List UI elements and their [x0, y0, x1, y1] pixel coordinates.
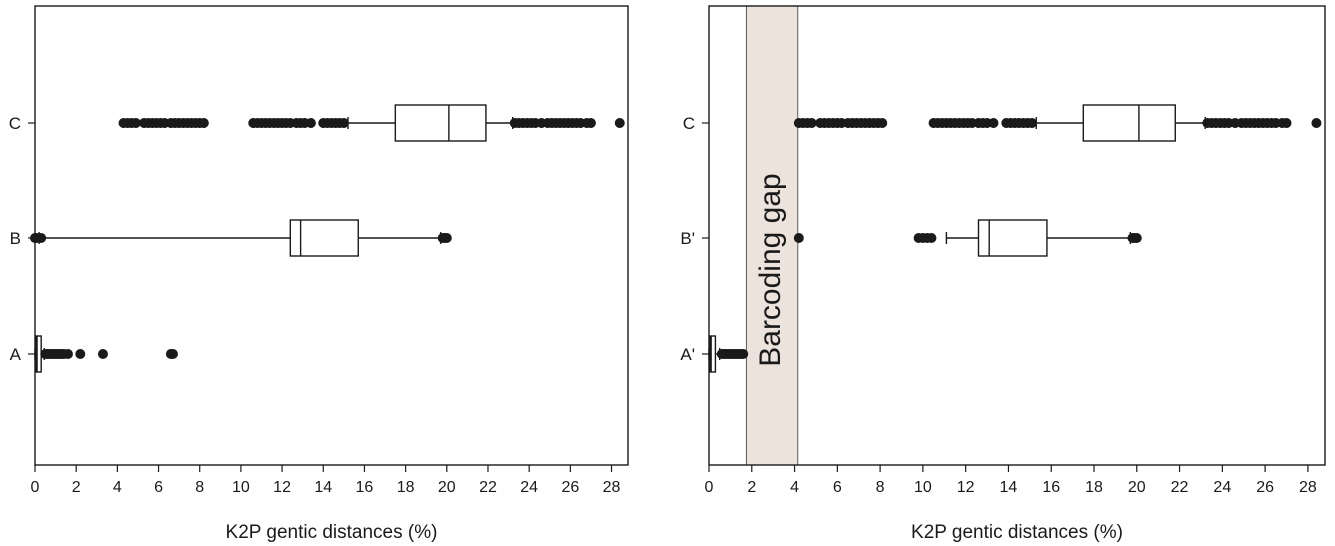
x-tick-label: 20 — [438, 479, 456, 496]
category-label: C — [683, 114, 695, 133]
barcoding-gap-band — [745, 5, 799, 466]
outlier-point — [1026, 118, 1037, 128]
x-tick-label: 4 — [113, 479, 122, 496]
x-tick-label: 16 — [356, 479, 374, 496]
x-tick-label: 12 — [957, 479, 975, 496]
iqr-box — [1082, 104, 1176, 142]
outlier-point — [198, 118, 209, 128]
barcoding-gap-label: Barcoding gap — [754, 173, 787, 366]
outlier-point — [305, 118, 316, 128]
outlier-point — [36, 233, 47, 243]
x-axis-title: K2P gentic distances (%) — [226, 522, 438, 543]
outlier-point — [988, 118, 999, 128]
x-tick-label: 12 — [273, 479, 291, 496]
outlier-point — [614, 118, 625, 128]
x-tick-label: 10 — [232, 479, 250, 496]
x-tick-label: 2 — [747, 479, 756, 496]
x-tick-label: 8 — [876, 479, 885, 496]
outlier-point — [167, 349, 178, 359]
outlier-point — [738, 349, 749, 359]
x-tick-label: 14 — [314, 479, 332, 496]
outlier-point — [1131, 233, 1142, 243]
outlier-point — [75, 349, 86, 359]
x-tick-label: 22 — [1171, 479, 1189, 496]
x-tick-label: 24 — [1213, 479, 1231, 496]
outlier-point — [130, 118, 141, 128]
category-label: A — [10, 345, 22, 364]
x-tick-label: 28 — [1299, 479, 1317, 496]
box-group-1 — [118, 104, 625, 142]
x-tick-label: 2 — [72, 479, 81, 496]
x-tick-label: 22 — [479, 479, 497, 496]
outlier-point — [62, 349, 73, 359]
x-tick-label: 14 — [1000, 479, 1018, 496]
category-label: A' — [680, 345, 695, 364]
x-tick-label: 20 — [1128, 479, 1146, 496]
category-label: B' — [680, 229, 695, 248]
x-axis-title: K2P gentic distances (%) — [911, 522, 1123, 543]
x-tick-label: 18 — [1085, 479, 1103, 496]
x-tick-label: 26 — [1256, 479, 1274, 496]
box-group-3 — [708, 335, 749, 373]
outlier-point — [1311, 118, 1322, 128]
plot-frame — [708, 5, 1326, 466]
iqr-box — [709, 335, 717, 373]
x-tick-label: 6 — [154, 479, 163, 496]
x-tick-label: 0 — [705, 479, 714, 496]
outlier-point — [877, 118, 888, 128]
x-tick-label: 24 — [520, 479, 538, 496]
box-group-2 — [793, 219, 1142, 257]
x-tick-label: 26 — [561, 479, 579, 496]
iqr-box — [289, 219, 359, 257]
category-label: C — [9, 114, 21, 133]
outlier-point — [926, 233, 937, 243]
x-tick-label: 4 — [790, 479, 799, 496]
x-tick-label: 6 — [833, 479, 842, 496]
outlier-point — [793, 233, 804, 243]
outlier-point — [441, 233, 452, 243]
x-tick-label: 10 — [914, 479, 932, 496]
box-group-3 — [34, 335, 178, 373]
iqr-box — [394, 104, 487, 142]
x-tick-label: 28 — [603, 479, 621, 496]
category-label: B — [10, 229, 21, 248]
outlier-point — [97, 349, 108, 359]
outlier-point — [585, 118, 596, 128]
outlier-point — [1281, 118, 1292, 128]
x-tick-label: 0 — [31, 479, 40, 496]
box-group-2 — [30, 219, 452, 257]
outlier-point — [806, 118, 817, 128]
x-tick-label: 18 — [397, 479, 415, 496]
box-group-1 — [793, 104, 1322, 142]
outlier-point — [338, 118, 349, 128]
iqr-box — [977, 219, 1048, 257]
x-tick-label: 8 — [195, 479, 204, 496]
x-tick-label: 16 — [1042, 479, 1060, 496]
